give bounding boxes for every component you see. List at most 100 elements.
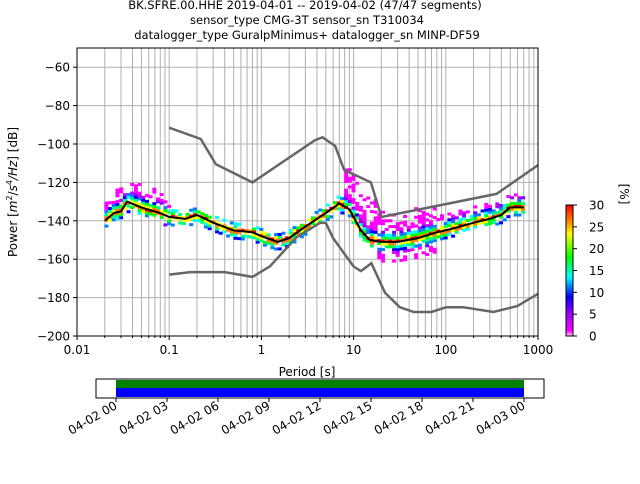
psd-cell	[115, 205, 120, 209]
psd-cell	[428, 223, 433, 227]
psd-cell	[218, 225, 223, 229]
psd-cell	[366, 239, 371, 243]
psd-cell	[491, 220, 496, 224]
psd-cell	[262, 232, 267, 236]
psd-cell	[144, 211, 149, 215]
psd-cell	[388, 219, 393, 223]
psd-cell	[130, 194, 135, 198]
psd-cell	[388, 233, 393, 237]
psd-cell	[513, 193, 518, 197]
psd-cell	[425, 229, 430, 233]
psd-cell	[126, 210, 131, 214]
timeline-tick-label: 04-02 03	[117, 398, 171, 437]
psd-cell	[358, 217, 363, 221]
psd-cell	[203, 222, 208, 226]
psd-cell	[159, 198, 164, 202]
psd-cell	[392, 245, 397, 249]
psd-cell	[181, 219, 186, 223]
psd-cell	[122, 198, 127, 202]
psd-cell	[521, 210, 526, 214]
psd-cell	[229, 230, 234, 234]
psd-cell	[403, 243, 408, 247]
title-line-1: BK.SFRE.00.HHE 2019-04-01 -- 2019-04-02 …	[128, 0, 482, 12]
psd-cell	[292, 228, 297, 232]
psd-cell	[484, 220, 489, 224]
psd-cell	[192, 219, 197, 223]
psd-cell	[203, 213, 208, 217]
psd-cell	[233, 225, 238, 229]
psd-cell	[366, 225, 371, 229]
psd-cell	[141, 195, 146, 199]
psd-cell	[351, 206, 356, 210]
psd-cell	[163, 209, 168, 213]
psd-cell	[203, 225, 208, 229]
psd-cell	[122, 193, 127, 197]
psd-cell	[270, 246, 275, 250]
psd-cell	[152, 205, 157, 209]
psd-cell	[207, 224, 212, 228]
psd-cell	[111, 203, 116, 207]
psd-cell	[425, 252, 430, 256]
psd-cell	[373, 219, 378, 223]
psd-cell	[115, 208, 120, 212]
psd-cell	[421, 228, 426, 232]
psd-cell	[414, 233, 419, 237]
psd-cell	[443, 236, 448, 240]
psd-cell	[458, 212, 463, 216]
colorbar-label: [%]	[617, 184, 631, 205]
psd-cell	[104, 210, 109, 214]
psd-cell	[104, 207, 109, 211]
psd-cell	[473, 205, 478, 209]
psd-cell	[454, 222, 459, 226]
timeline-tick-label: 04-02 06	[168, 398, 222, 437]
psd-cell	[436, 232, 441, 236]
psd-cell	[454, 230, 459, 234]
y-tick-label: −140	[37, 214, 70, 228]
psd-cell	[299, 229, 304, 233]
psd-cell	[499, 206, 504, 210]
psd-cell	[428, 246, 433, 250]
psd-cell	[425, 244, 430, 248]
psd-cell	[513, 213, 518, 217]
psd-cell	[292, 234, 297, 238]
psd-cell	[351, 177, 356, 181]
psd-cell	[517, 202, 522, 206]
psd-cell	[377, 250, 382, 254]
psd-cell	[417, 237, 422, 241]
psd-cell	[240, 237, 245, 241]
psd-cell	[178, 221, 183, 225]
psd-cell	[163, 206, 168, 210]
psd-cell	[133, 184, 138, 188]
psd-cell	[406, 231, 411, 235]
psd-cell	[403, 220, 408, 224]
psd-cell	[377, 253, 382, 257]
psd-cell	[499, 215, 504, 219]
psd-cell	[133, 187, 138, 191]
psd-cell	[439, 217, 444, 221]
psd-cell	[377, 241, 382, 245]
psd-cell	[314, 219, 319, 223]
psd-cell	[421, 216, 426, 220]
psd-cell	[443, 233, 448, 237]
psd-cell	[329, 209, 334, 213]
psd-cell	[399, 258, 404, 262]
psd-cell	[462, 220, 467, 224]
psd-cell	[111, 201, 116, 205]
psd-cell	[499, 204, 504, 208]
psd-cell	[366, 196, 371, 200]
psd-cell	[133, 195, 138, 199]
psd-cell	[421, 236, 426, 240]
psd-cell	[499, 209, 504, 213]
psd-cell	[233, 233, 238, 237]
psd-cell	[414, 256, 419, 260]
psd-cell	[130, 182, 135, 186]
colorbar-tick-label: 5	[589, 308, 597, 322]
psd-cell	[392, 233, 397, 237]
psd-cell	[133, 198, 138, 202]
psd-cell	[421, 251, 426, 255]
psd-cell	[351, 200, 356, 204]
psd-cell	[414, 224, 419, 228]
psd-cell	[244, 235, 249, 239]
psd-cell	[318, 217, 323, 221]
